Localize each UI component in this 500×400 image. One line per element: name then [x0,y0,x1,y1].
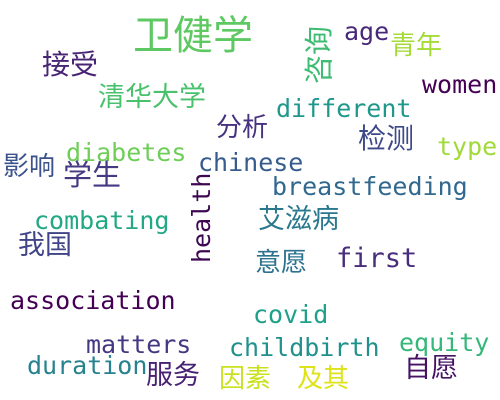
word-combating: combating [34,206,170,235]
word-different: different [276,94,412,123]
word-jiqi: 及其 [297,364,350,394]
word-xuesheng: 学生 [63,158,122,192]
word-first: first [336,243,418,274]
word-age: age [344,17,390,46]
word-breastfeeding: breastfeeding [272,172,468,201]
word-health: health [187,172,216,263]
word-jiance: 检测 [358,122,415,155]
word-type: type [437,132,498,161]
word-duration: duration [27,351,148,380]
word-fuwu: 服务 [146,360,200,391]
word-yinsu: 因素 [219,364,272,394]
word-qinghua: 清华大学 [98,82,206,113]
word-ziyuan: 自愿 [404,353,458,384]
word-diabetes: diabetes [66,138,187,167]
word-weijianxue: 卫健学 [133,13,253,59]
word-association: association [10,286,176,315]
word-yingxiang: 影响 [3,152,56,182]
word-zixun: 咨询 [302,25,336,84]
word-childbirth: childbirth [229,333,380,362]
word-women: women [422,70,498,99]
word-yiyuan: 意愿 [255,248,308,278]
word-jieshou: 接受 [42,48,99,81]
word-matters: matters [86,330,192,359]
word-fenxi: 分析 [216,113,269,143]
word-covid: covid [253,300,329,329]
word-aizibing: 艾滋病 [258,204,339,235]
word-woguo: 我国 [18,230,72,261]
word-qingnian: 青年 [390,31,443,61]
word-chinese: chinese [198,148,304,177]
word-equity: equity [399,328,490,357]
